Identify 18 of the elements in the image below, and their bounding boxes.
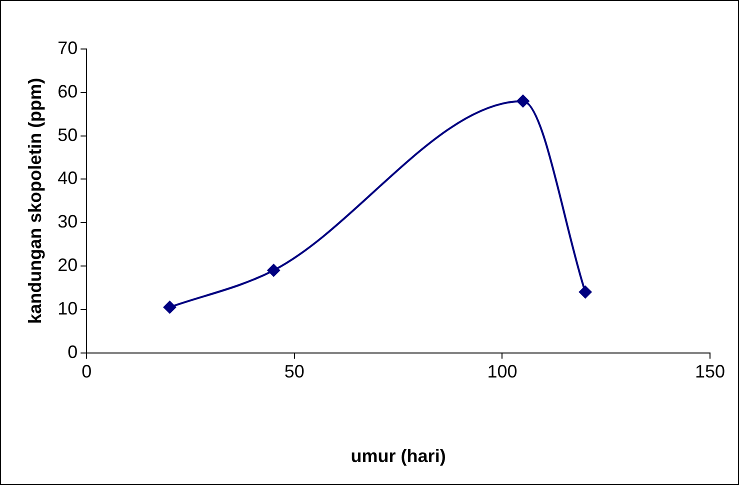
point [267, 264, 280, 277]
x-tick-label: 0 [82, 362, 92, 382]
x-tick-label: 50 [284, 362, 304, 382]
y-tick-label: 40 [58, 168, 78, 188]
point [516, 94, 530, 108]
y-tick-label: 70 [58, 38, 78, 58]
y-tick-label: 20 [58, 254, 78, 275]
y-tick-label: 10 [58, 298, 78, 318]
x-tick-label: 150 [694, 362, 726, 382]
x-tick-label: 100 [487, 362, 518, 382]
x-axis-title: umur (hari) [350, 446, 446, 466]
y-tick-label: 50 [58, 124, 78, 145]
y-tick-label: 0 [68, 342, 78, 362]
point [578, 286, 592, 299]
point [163, 300, 176, 314]
y-tick-label: 30 [58, 212, 78, 232]
y-axis-title: kandungan skopoletin (ppm) [24, 78, 45, 324]
y-tick-label: 60 [58, 81, 78, 102]
